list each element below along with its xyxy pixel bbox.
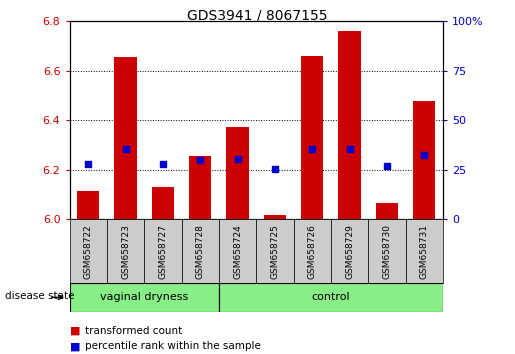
Bar <box>413 101 435 219</box>
Bar <box>152 187 174 219</box>
Bar <box>144 219 181 283</box>
Point <box>233 156 242 161</box>
Text: GSM658725: GSM658725 <box>270 224 279 279</box>
Point <box>383 164 391 169</box>
Bar <box>338 31 360 219</box>
Bar <box>301 56 323 219</box>
Bar <box>264 215 286 219</box>
Text: control: control <box>312 292 350 302</box>
Text: percentile rank within the sample: percentile rank within the sample <box>85 341 261 351</box>
Point <box>271 166 279 172</box>
Bar <box>189 156 211 219</box>
Text: GSM658724: GSM658724 <box>233 224 242 279</box>
Bar <box>107 219 144 283</box>
Text: GSM658728: GSM658728 <box>196 224 204 279</box>
Bar <box>70 219 107 283</box>
Text: GSM658723: GSM658723 <box>121 224 130 279</box>
Bar <box>182 219 219 283</box>
Text: GSM658730: GSM658730 <box>383 224 391 279</box>
Text: ■: ■ <box>70 341 80 351</box>
Text: disease state: disease state <box>5 291 75 301</box>
Text: ■: ■ <box>70 326 80 336</box>
Bar <box>375 203 398 219</box>
Bar <box>114 57 137 219</box>
Bar <box>70 283 219 312</box>
Text: GSM658726: GSM658726 <box>308 224 317 279</box>
Point <box>420 152 428 158</box>
Bar <box>294 219 331 283</box>
Point <box>84 161 92 167</box>
Text: GSM658727: GSM658727 <box>159 224 167 279</box>
Bar <box>219 283 443 312</box>
Bar <box>368 219 406 283</box>
Bar <box>406 219 443 283</box>
Point <box>308 146 316 152</box>
Bar <box>227 127 249 219</box>
Text: transformed count: transformed count <box>85 326 182 336</box>
Text: vaginal dryness: vaginal dryness <box>100 292 188 302</box>
Text: GSM658722: GSM658722 <box>84 224 93 279</box>
Bar <box>77 191 99 219</box>
Bar <box>219 219 256 283</box>
Text: GDS3941 / 8067155: GDS3941 / 8067155 <box>187 9 328 23</box>
Point <box>122 146 130 152</box>
Point <box>159 161 167 167</box>
Point <box>346 146 354 152</box>
Point <box>196 157 204 163</box>
Bar <box>256 219 294 283</box>
Text: GSM658731: GSM658731 <box>420 224 428 279</box>
Bar <box>331 219 368 283</box>
Text: GSM658729: GSM658729 <box>345 224 354 279</box>
